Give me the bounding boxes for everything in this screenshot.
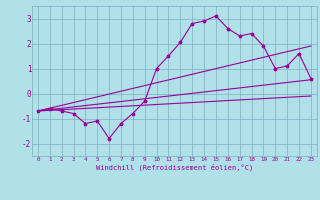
X-axis label: Windchill (Refroidissement éolien,°C): Windchill (Refroidissement éolien,°C) <box>96 163 253 171</box>
